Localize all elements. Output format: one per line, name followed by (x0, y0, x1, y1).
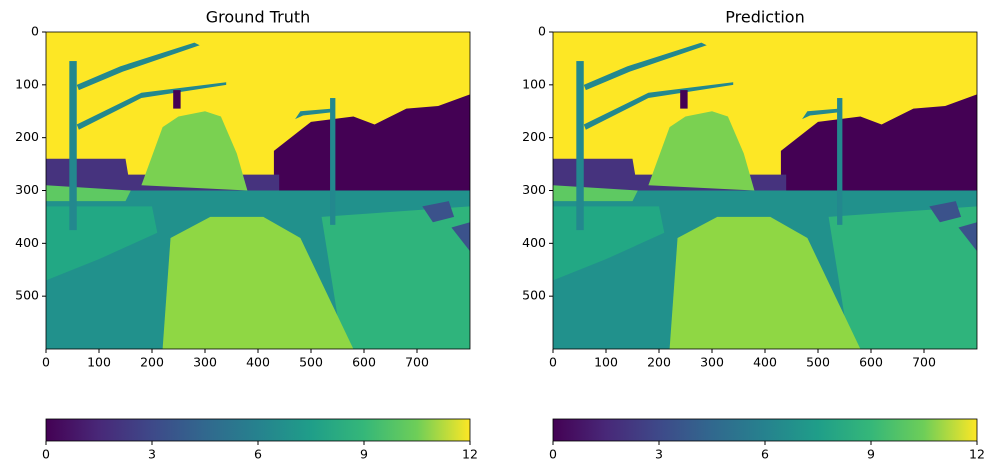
x-tick-label: 600 (859, 355, 883, 370)
colorbar-tick-label: 3 (148, 447, 156, 462)
x-tick-label: 500 (806, 355, 830, 370)
y-tick-label: 0 (31, 24, 39, 39)
segmentation-image (553, 32, 977, 349)
y-tick-label: 300 (15, 182, 39, 197)
segmentation-image (46, 32, 470, 349)
colorbar-tick-label: 9 (360, 447, 368, 462)
colorbar-tick-label: 12 (462, 447, 478, 462)
chart-title: Prediction (725, 8, 804, 27)
x-tick-label: 200 (140, 355, 164, 370)
y-tick-label: 0 (538, 24, 546, 39)
x-tick-label: 700 (912, 355, 936, 370)
x-tick-label: 100 (87, 355, 111, 370)
y-tick-label: 200 (15, 129, 39, 144)
colorbar-tick-label: 12 (969, 447, 985, 462)
colorbar-tick-label: 0 (42, 447, 50, 462)
x-tick-label: 0 (549, 355, 557, 370)
colorbar (552, 418, 978, 442)
x-tick-label: 700 (405, 355, 429, 370)
colorbar-tick-label: 0 (549, 447, 557, 462)
colorbar-tick-label: 9 (867, 447, 875, 462)
y-tick-label: 300 (522, 182, 546, 197)
x-tick-label: 300 (700, 355, 724, 370)
x-tick-label: 400 (753, 355, 777, 370)
y-tick-label: 500 (522, 288, 546, 303)
y-tick-label: 500 (15, 288, 39, 303)
y-tick-label: 400 (522, 235, 546, 250)
y-tick-label: 100 (522, 76, 546, 91)
x-tick-label: 600 (352, 355, 376, 370)
x-tick-label: 200 (647, 355, 671, 370)
x-tick-label: 100 (594, 355, 618, 370)
x-tick-label: 400 (246, 355, 270, 370)
y-tick-label: 200 (522, 129, 546, 144)
x-tick-label: 300 (193, 355, 217, 370)
y-tick-label: 400 (15, 235, 39, 250)
colorbar-tick-label: 3 (655, 447, 663, 462)
colorbar-tick-label: 6 (254, 447, 262, 462)
colorbar-tick-label: 6 (761, 447, 769, 462)
colorbar (45, 418, 471, 442)
x-tick-label: 500 (299, 355, 323, 370)
chart-title: Ground Truth (206, 8, 311, 27)
y-tick-label: 100 (15, 76, 39, 91)
x-tick-label: 0 (42, 355, 50, 370)
